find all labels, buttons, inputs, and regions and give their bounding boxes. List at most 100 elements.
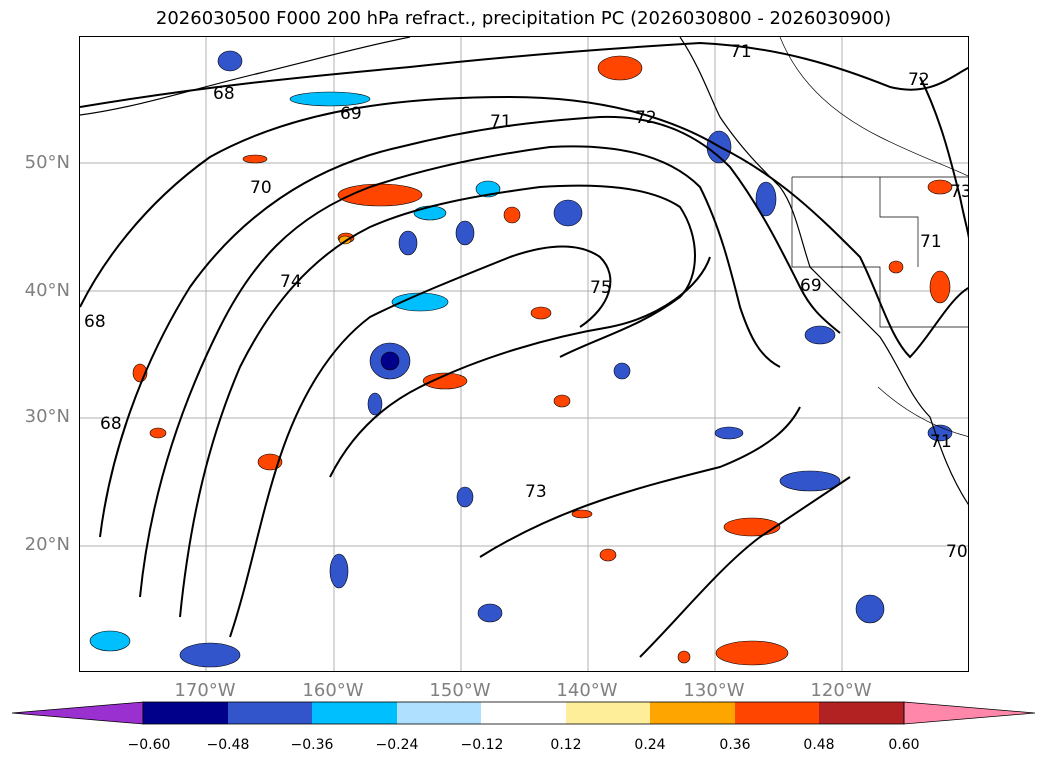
anomaly-patch	[289, 91, 371, 107]
anomaly-patch	[553, 394, 571, 408]
anomaly-patch	[89, 630, 131, 652]
lat-label-30n: 30°N	[24, 406, 70, 427]
contour-label: 69	[800, 276, 822, 296]
border-states	[791, 177, 968, 328]
contour-73	[479, 406, 801, 558]
anomaly-patch	[338, 235, 352, 245]
colorbar-segment	[143, 702, 228, 724]
anomaly-patch	[530, 306, 552, 320]
contour-72	[179, 184, 696, 618]
map-canvas: 68 69 70 71 72 71 72 73 74 75 73 69 68 6…	[80, 37, 969, 671]
contour-70	[99, 115, 841, 538]
anomaly-patch	[217, 50, 243, 72]
anomaly-patch	[677, 650, 691, 664]
lon-label-140w: 140°W	[556, 680, 618, 701]
contour-label: 68	[84, 312, 106, 332]
colorbar-tick: 0.48	[803, 737, 835, 753]
colorbar-tick: −0.60	[127, 737, 171, 753]
anomaly-patch	[503, 206, 521, 224]
lon-label-130w: 130°W	[683, 680, 745, 701]
anomaly-patch	[455, 220, 475, 246]
colorbar-tick: −0.24	[375, 737, 419, 753]
anomaly-patch	[779, 470, 841, 492]
contour-label: 72	[635, 108, 657, 128]
colorbar-segment	[735, 702, 819, 724]
colorbar-tick: 0.12	[550, 737, 582, 753]
anomaly-patch	[477, 603, 503, 623]
anomaly-patch	[380, 351, 400, 371]
colorbar-segment	[650, 702, 735, 724]
contour-label: 73	[950, 182, 969, 202]
anomaly-patch	[855, 594, 885, 624]
colorbar-segment	[566, 702, 650, 724]
anomaly-patch	[367, 392, 383, 416]
anomaly-patch	[929, 270, 951, 304]
anomaly-patch	[329, 553, 349, 589]
contour-label: 70	[250, 178, 272, 198]
contour-label: 71	[920, 232, 942, 252]
contour-72-east	[919, 76, 968, 238]
contour-label: 68	[213, 84, 235, 104]
colorbar-segment	[228, 702, 312, 724]
anomaly-patch	[179, 642, 241, 668]
colorbar-outline	[142, 701, 905, 725]
colorbar-extend-high	[903, 701, 1036, 725]
contour-69	[80, 95, 968, 359]
border-mexico	[877, 386, 968, 437]
anomaly-patch	[456, 486, 474, 508]
anomaly-patch	[257, 453, 283, 471]
anomaly-patch	[242, 154, 268, 164]
colorbar-tick: −0.48	[206, 737, 250, 753]
anomaly-patch	[571, 509, 593, 519]
anomaly-patch	[391, 292, 449, 312]
contour-label: 70	[946, 542, 968, 562]
colorbar-tick: −0.12	[460, 737, 504, 753]
colorbar-segment	[819, 702, 904, 724]
lat-label-50n: 50°N	[24, 152, 70, 173]
contour-label: 73	[525, 482, 547, 502]
coastline-aleutians	[80, 37, 411, 116]
border-canada	[779, 37, 968, 177]
anomaly-patch	[927, 179, 953, 195]
lon-label-170w: 170°W	[174, 680, 236, 701]
map-panel[interactable]: 68 69 70 71 72 71 72 73 74 75 73 69 68 6…	[79, 36, 969, 672]
precip-shading	[89, 50, 953, 668]
gridlines	[80, 37, 968, 671]
negative-anomaly	[89, 50, 953, 668]
anomaly-patch	[804, 325, 836, 345]
colorbar-tick: −0.36	[290, 737, 334, 753]
anomaly-patch	[613, 362, 631, 380]
lat-label-40n: 40°N	[24, 280, 70, 301]
colorbar	[11, 701, 1036, 725]
lat-label-20n: 20°N	[24, 534, 70, 555]
contour-label: 69	[340, 104, 362, 124]
anomaly-patch	[149, 427, 167, 439]
anomaly-patch	[723, 517, 781, 537]
contour-label: 71	[730, 42, 752, 62]
map-title: 2026030500 F000 200 hPa refract., precip…	[155, 8, 892, 29]
contour-label: 75	[590, 278, 612, 298]
anomaly-patch	[398, 230, 418, 256]
contour-74	[229, 245, 612, 638]
anomaly-patch	[888, 260, 904, 274]
contour-label: 68	[100, 414, 122, 434]
contour-label: 71	[930, 432, 952, 452]
anomaly-patch	[553, 199, 583, 227]
anomaly-patch	[597, 55, 643, 81]
colorbar-tick: 0.36	[719, 737, 751, 753]
colorbar-tick: 0.24	[634, 737, 666, 753]
refractivity-contours	[80, 41, 968, 658]
contour-label: 71	[490, 112, 512, 132]
contour-71	[139, 145, 781, 598]
anomaly-patch	[422, 372, 468, 390]
coastlines	[80, 37, 968, 505]
colorbar-tick: 0.60	[888, 737, 920, 753]
anomaly-patch	[599, 548, 617, 562]
colorbar-extend-low	[11, 701, 144, 725]
anomaly-patch	[715, 640, 789, 666]
lon-label-150w: 150°W	[429, 680, 491, 701]
anomaly-patch	[413, 205, 447, 221]
border-states	[879, 177, 919, 267]
contour-73-south	[639, 476, 851, 658]
anomaly-patch	[714, 426, 744, 440]
